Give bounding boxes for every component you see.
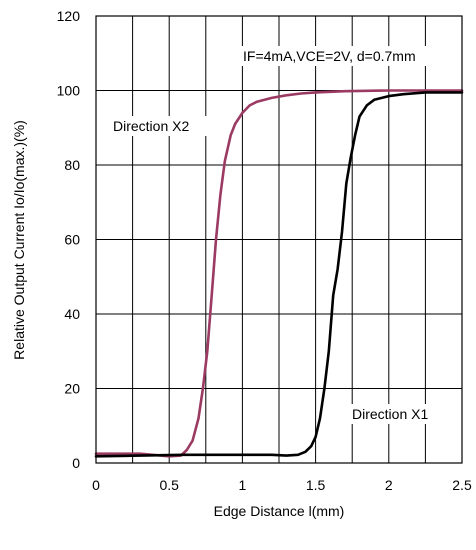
series-lines [94, 89, 464, 458]
y-tick-label: 20 [64, 381, 80, 397]
y-tick-label: 0 [72, 455, 80, 471]
x-tick-label: 0.5 [159, 477, 179, 493]
series-line-direction-x1 [94, 91, 464, 458]
direction-x1-label: Direction X1 [352, 406, 428, 422]
x-tick-label: 1 [239, 477, 247, 493]
x-tick-label: 0 [92, 477, 100, 493]
y-tick-labels: 0 20 40 60 80 100 120 [57, 8, 81, 471]
direction-x2-label: Direction X2 [113, 118, 189, 134]
y-tick-label: 80 [64, 157, 80, 173]
series-line-direction-x2 [94, 89, 464, 458]
plot-frame [95, 15, 463, 464]
condition-label-bg [240, 46, 452, 66]
y-axis-label: Relative Output Current Io/Io(max.)(%) [11, 120, 27, 360]
y-tick-label: 120 [57, 8, 81, 24]
x-axis-label: Edge Distance l(mm) [214, 503, 345, 519]
x-tick-label: 2.5 [452, 477, 472, 493]
direction-x1-label-bg [350, 404, 452, 424]
direction-x2-label-bg [108, 116, 210, 136]
y-tick-label: 60 [64, 232, 80, 248]
y-tick-label: 100 [57, 83, 81, 99]
x-tick-label: 2 [385, 477, 393, 493]
x-tick-labels: 0 0.5 1 1.5 2 2.5 [92, 477, 472, 493]
condition-label: IF=4mA,VCE=2V, d=0.7mm [243, 48, 416, 64]
y-tick-label: 40 [64, 306, 80, 322]
x-tick-label: 1.5 [306, 477, 326, 493]
